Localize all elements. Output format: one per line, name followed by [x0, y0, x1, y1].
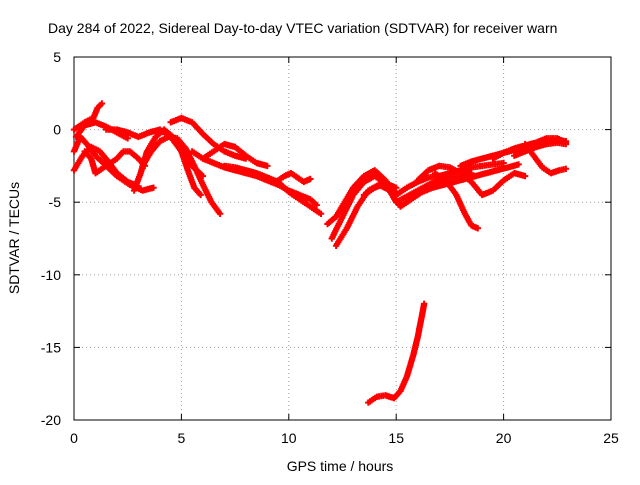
- x-tick-label: 5: [178, 430, 186, 446]
- y-tick-label: -15: [41, 339, 61, 355]
- y-tick-label: -10: [41, 267, 61, 283]
- x-tick-label: 10: [281, 430, 297, 446]
- x-tick-label: 25: [603, 430, 619, 446]
- x-tick-label: 20: [496, 430, 512, 446]
- chart-title: Day 284 of 2022, Sidereal Day-to-day VTE…: [48, 20, 557, 36]
- x-axis-label: GPS time / hours: [287, 458, 394, 474]
- y-tick-label: 0: [53, 122, 61, 138]
- x-tick-label: 0: [70, 430, 78, 446]
- y-tick-label: -20: [41, 412, 61, 428]
- y-axis-label: SDTVAR / TECUs: [6, 182, 22, 294]
- y-tick-label: -5: [49, 194, 62, 210]
- x-tick-label: 15: [388, 430, 404, 446]
- y-tick-label: 5: [53, 49, 61, 65]
